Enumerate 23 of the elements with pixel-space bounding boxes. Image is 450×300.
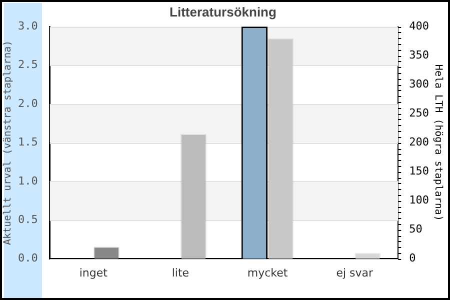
y2-tick-label: 200 (409, 136, 430, 149)
x-tick-label: lite (172, 266, 190, 280)
chart-title: Litteratursökning (170, 4, 276, 20)
y-tick-label: 1.5 (18, 136, 38, 149)
y-tick-label: 0.0 (18, 252, 38, 265)
x-tick-label: mycket (247, 266, 288, 280)
y-tick-label: 2.0 (18, 96, 38, 110)
x-tick-label: inget (79, 266, 108, 280)
y2-tick-label: 250 (409, 106, 430, 120)
y2-tick-label: 150 (409, 164, 430, 178)
y2-tick-label: 0 (409, 252, 416, 265)
y-tick-label: 3.0 (18, 19, 38, 32)
y2-tick-label: 100 (409, 194, 430, 207)
y2-tick-label: 350 (409, 48, 430, 62)
x-tick-label: ej svar (336, 266, 374, 280)
y2-tick-label: 400 (409, 19, 430, 32)
y-tick-label: 0.5 (18, 212, 38, 226)
y2-axis-title: Hela LTH (högra staplarna) (432, 64, 444, 221)
y2-tick-label: 50 (409, 222, 422, 236)
y2-tick-label: 300 (409, 78, 430, 91)
y-tick-label: 1.0 (18, 174, 38, 188)
y-axis-title: Aktuellt urval (vänstra staplarna) (2, 40, 14, 246)
y-tick-label: 2.5 (18, 58, 38, 72)
